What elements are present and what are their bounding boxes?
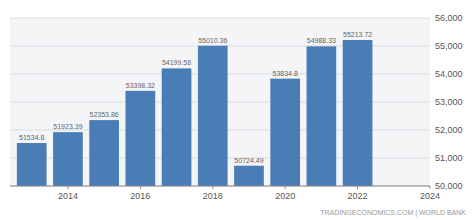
x-tick [430, 186, 431, 189]
data-label: 51534.8 [19, 134, 44, 141]
y-tick-label: 50,000 [435, 181, 463, 191]
x-tick [285, 186, 286, 189]
bar [53, 132, 83, 186]
y-tick-label: 56,000 [435, 13, 463, 23]
bar [162, 68, 192, 186]
x-tick [357, 186, 358, 189]
bar [234, 166, 264, 186]
bar [307, 46, 337, 186]
grid [10, 18, 430, 186]
bar [17, 143, 47, 186]
data-label: 52353.86 [90, 111, 119, 118]
y-tick-label: 55,000 [435, 41, 463, 51]
x-tick-label: 2022 [348, 191, 368, 201]
y-tick-label: 53,000 [435, 97, 463, 107]
grid-line [10, 186, 430, 187]
bar [126, 91, 156, 186]
data-label: 53834.8 [273, 70, 298, 77]
data-label: 54199.58 [162, 59, 191, 66]
x-tick-label: 2024 [420, 191, 440, 201]
watermark: TRADINGECONOMICS.COM | WORLD BANK [320, 209, 466, 217]
data-labels: 51534.8 51923.39 52353.86 53398.32 54199.58 5… [19, 31, 372, 164]
x-tick-label: 2014 [58, 191, 78, 201]
chart: 50,000 51,000 52,000 53,000 54,000 55,000 56,0… [0, 0, 474, 220]
x-tick-label: 2020 [275, 191, 295, 201]
data-label: 50724.49 [234, 157, 263, 164]
x-tick-label: 2016 [130, 191, 150, 201]
grid-line [10, 18, 430, 19]
y-tick-label: 51,000 [435, 153, 463, 163]
plot-background [10, 18, 430, 186]
bar [270, 79, 300, 186]
bar [343, 40, 373, 186]
data-label: 54988.33 [307, 37, 336, 44]
bar [89, 120, 119, 186]
data-label: 51923.39 [53, 123, 82, 130]
bar [198, 46, 228, 186]
y-tick-label: 52,000 [435, 125, 463, 135]
data-label: 55010.36 [198, 37, 227, 44]
x-tick [140, 186, 141, 189]
x-axis-line [10, 186, 430, 187]
x-tick [67, 186, 68, 189]
x-tick-label: 2018 [203, 191, 223, 201]
y-tick-label: 54,000 [435, 69, 463, 79]
data-label: 55213.72 [343, 31, 372, 38]
bars [17, 40, 373, 186]
x-tick [212, 186, 213, 189]
data-label: 53398.32 [126, 82, 155, 89]
